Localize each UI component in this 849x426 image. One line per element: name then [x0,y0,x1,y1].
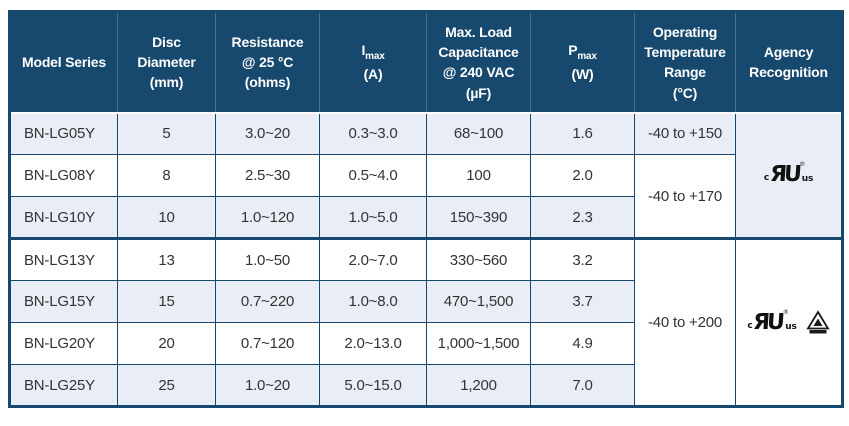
cell-i-max: 1.0~8.0 [319,280,427,323]
header-row: Model Series Disc Diameter (mm) Resistan… [9,11,843,114]
cell-model: BN-LG25Y [9,364,118,407]
table-row: BN-LG10Y 10 1.0~120 1.0~5.0 150~390 2.3 [9,196,843,239]
cell-capacitance: 150~390 [426,196,531,239]
ul-recognized-icon: c ЯU ® us [747,308,797,335]
cell-i-max: 0.3~3.0 [319,112,427,155]
cell-resistance: 1.0~20 [215,364,320,407]
cell-capacitance: 330~560 [426,237,531,281]
header-temperature: Operating Temperature Range (°C) [634,11,736,114]
table-row: BN-LG13Y 13 1.0~50 2.0~7.0 330~560 3.2 -… [9,237,843,407]
table-row: BN-LG05Y 5 3.0~20 0.3~3.0 68~100 1.6 -40… [9,112,843,239]
cell-temperature-range: -40 to +170 [634,154,736,239]
cell-model: BN-LG05Y [9,112,118,155]
table-row: BN-LG15Y 15 0.7~220 1.0~8.0 470~1,500 3.… [9,280,843,323]
cell-resistance: 1.0~120 [215,196,320,239]
table-row: BN-LG08Y 8 2.5~30 0.5~4.0 100 2.0 -40 to… [9,154,843,239]
ul-recognized-icon: c ЯU ® us [763,161,814,188]
table-row: BN-LG20Y 20 0.7~120 2.0~13.0 1,000~1,500… [9,322,843,365]
header-resistance: Resistance @ 25 °C (ohms) [215,11,320,114]
header-capacitance: Max. Load Capacitance @ 240 VAC (µF) [426,11,531,114]
cell-i-max: 0.5~4.0 [319,154,427,197]
cell-disc-diameter: 20 [117,322,216,365]
cell-disc-diameter: 8 [117,154,216,197]
cell-i-max: 2.0~7.0 [319,237,427,281]
cell-resistance: 3.0~20 [215,112,320,155]
cell-resistance: 2.5~30 [215,154,320,197]
cell-p-max: 3.2 [530,237,635,281]
cell-i-max: 5.0~15.0 [319,364,427,407]
cell-disc-diameter: 25 [117,364,216,407]
cell-disc-diameter: 5 [117,112,216,155]
triangle-certification-icon [806,309,830,333]
cell-model: BN-LG08Y [9,154,118,197]
cell-capacitance: 470~1,500 [426,280,531,323]
cell-model: BN-LG15Y [9,280,118,323]
cell-i-max: 1.0~5.0 [319,196,427,239]
cell-p-max: 1.6 [530,112,635,155]
cell-p-max: 7.0 [530,364,635,407]
cell-p-max: 4.9 [530,322,635,365]
cell-temperature-range: -40 to +200 [634,237,736,407]
cell-resistance: 0.7~120 [215,322,320,365]
header-model-series: Model Series [9,11,118,114]
cell-temperature-range: -40 to +150 [634,112,736,155]
cell-agency-group1: c ЯU ® us [735,112,843,239]
cell-capacitance: 1,200 [426,364,531,407]
cell-agency-group2: c ЯU ® us [735,237,843,407]
cell-resistance: 0.7~220 [215,280,320,323]
cell-p-max: 2.3 [530,196,635,239]
cell-model: BN-LG10Y [9,196,118,239]
cell-resistance: 1.0~50 [215,237,320,281]
cell-disc-diameter: 10 [117,196,216,239]
cell-model: BN-LG20Y [9,322,118,365]
cell-model: BN-LG13Y [9,237,118,281]
cell-i-max: 2.0~13.0 [319,322,427,365]
cell-disc-diameter: 13 [117,237,216,281]
spec-table: Model Series Disc Diameter (mm) Resistan… [8,10,844,408]
cell-capacitance: 1,000~1,500 [426,322,531,365]
cell-disc-diameter: 15 [117,280,216,323]
header-i-max: Imax (A) [319,11,427,114]
header-agency: Agency Recognition [735,11,843,114]
header-p-max: Pmax (W) [530,11,635,114]
header-disc-diameter: Disc Diameter (mm) [117,11,216,114]
table-row: BN-LG25Y 25 1.0~20 5.0~15.0 1,200 7.0 [9,364,843,407]
cell-capacitance: 100 [426,154,531,197]
cell-p-max: 3.7 [530,280,635,323]
cell-p-max: 2.0 [530,154,635,197]
cell-capacitance: 68~100 [426,112,531,155]
